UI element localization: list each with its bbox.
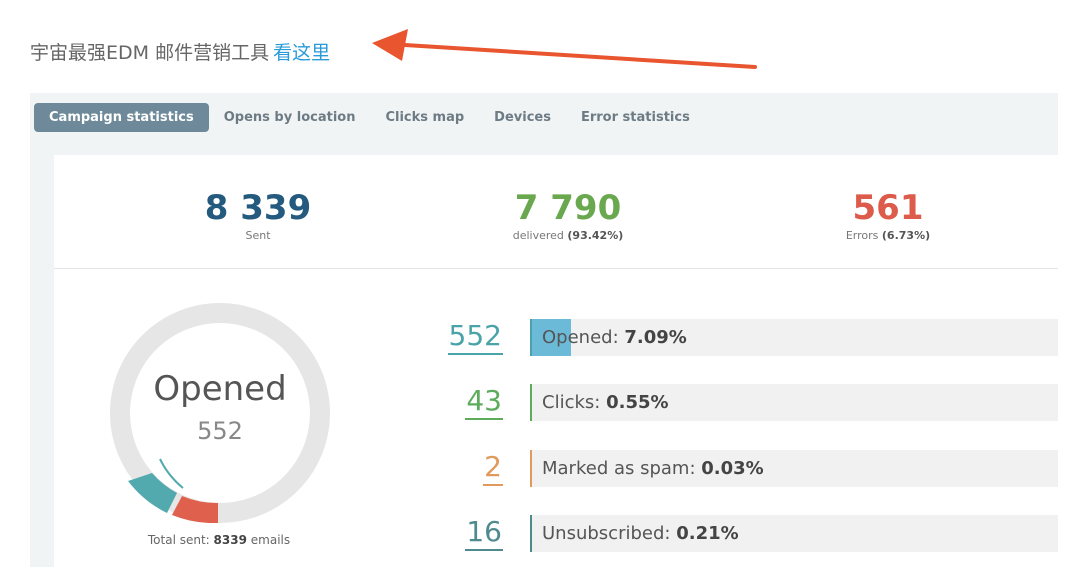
- stat-delivered: 7 790 delivered (93.42%): [448, 187, 688, 242]
- tab-bar: Campaign statistics Opens by location Cl…: [34, 103, 705, 132]
- donut-segment-clicks: [159, 458, 184, 489]
- metric-label: Unsubscribed: 0.21%: [542, 523, 739, 544]
- metric-bar: Marked as spam: 0.03%: [530, 450, 1058, 487]
- delivered-value: 7 790: [514, 188, 622, 228]
- sent-label: Sent: [245, 229, 271, 242]
- opened-donut-chart: Opened 552: [110, 303, 330, 523]
- sent-value: 8 339: [204, 188, 312, 228]
- metric-bar: Clicks: 0.55%: [530, 384, 1058, 421]
- promo-text: 宇宙最强EDM 邮件营销工具 看这里: [30, 38, 330, 65]
- metric-label: Clicks: 0.55%: [542, 392, 669, 413]
- metric-count[interactable]: 552: [447, 319, 503, 355]
- metric-label: Marked as spam: 0.03%: [542, 458, 764, 479]
- donut-track: [110, 303, 330, 523]
- metric-row: 2 Marked as spam: 0.03%: [54, 450, 1058, 488]
- metric-bar: Opened: 7.09%: [530, 319, 1058, 356]
- errors-label: Errors (6.73%): [845, 229, 931, 242]
- metric-bar-fill: [532, 319, 571, 356]
- stats-card: 8 339 Sent 7 790 delivered (93.42%) 561 …: [54, 155, 1058, 567]
- delivered-label: delivered (93.42%): [512, 229, 624, 242]
- donut-segment-errors: [172, 496, 218, 523]
- metric-count[interactable]: 2: [483, 450, 503, 486]
- tab-opens-by-location[interactable]: Opens by location: [223, 110, 356, 125]
- tab-devices[interactable]: Devices: [494, 110, 551, 125]
- metric-count[interactable]: 43: [465, 384, 503, 420]
- tab-campaign-statistics[interactable]: Campaign statistics: [34, 103, 209, 132]
- metric-count[interactable]: 16: [465, 515, 503, 551]
- errors-value: 561: [852, 188, 924, 228]
- statistics-panel: Campaign statistics Opens by location Cl…: [30, 93, 1058, 567]
- total-sent: Total sent: 8339 emails: [147, 533, 291, 547]
- tab-clicks-map[interactable]: Clicks map: [385, 110, 465, 125]
- metric-row: 552 Opened: 7.09%: [54, 319, 1058, 357]
- metric-label: Opened: 7.09%: [542, 327, 687, 348]
- donut-value: 552: [197, 417, 243, 445]
- arrow-icon: [372, 29, 757, 69]
- promo-link[interactable]: 看这里: [273, 42, 331, 64]
- donut-segment-opened: [128, 473, 177, 513]
- metric-row: 16 Unsubscribed: 0.21%: [54, 515, 1058, 553]
- metric-bar: Unsubscribed: 0.21%: [530, 515, 1058, 552]
- stat-sent: 8 339 Sent: [138, 187, 378, 242]
- divider: [54, 268, 1058, 269]
- stat-errors: 561 Errors (6.73%): [768, 187, 1008, 242]
- promo-label: 宇宙最强EDM 邮件营销工具: [30, 42, 270, 64]
- metric-row: 43 Clicks: 0.55%: [54, 384, 1058, 422]
- tab-error-statistics[interactable]: Error statistics: [580, 110, 690, 125]
- donut-title: Opened: [153, 369, 286, 409]
